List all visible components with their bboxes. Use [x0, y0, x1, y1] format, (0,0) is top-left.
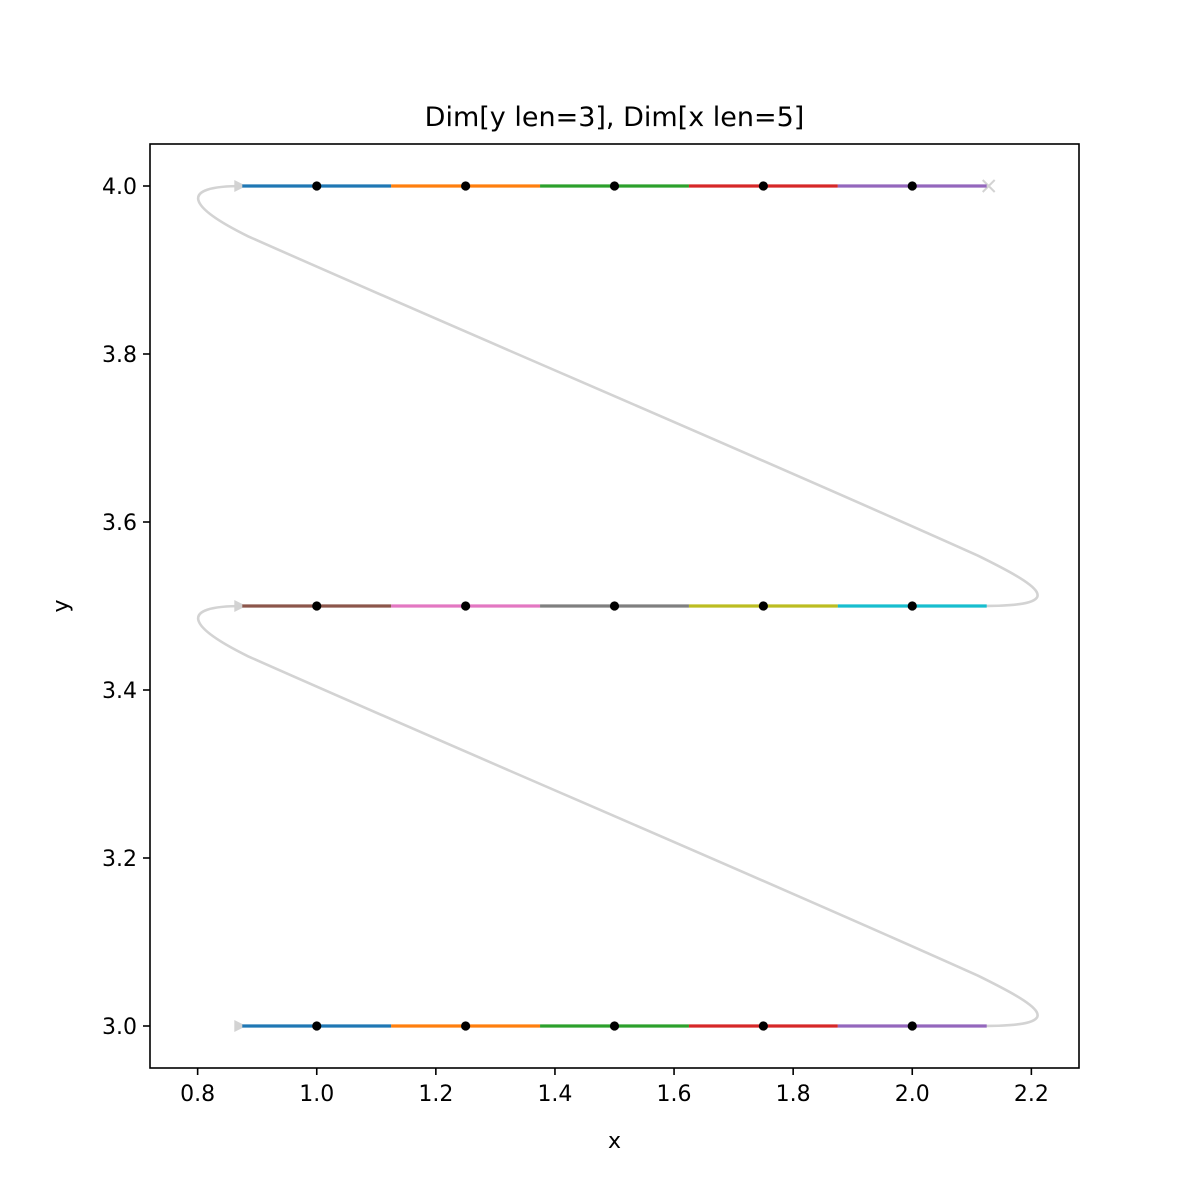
x-tick-label: 1.8	[776, 1082, 811, 1107]
y-axis-label: y	[49, 599, 74, 612]
y-tick-label: 3.0	[102, 1015, 137, 1040]
data-point	[461, 601, 471, 611]
row-start-marker	[234, 180, 247, 192]
data-point	[312, 181, 322, 191]
x-tick-label: 1.0	[299, 1082, 334, 1107]
data-point	[461, 181, 471, 191]
row-start-marker	[234, 1020, 247, 1032]
y-tick-label: 3.2	[102, 847, 137, 872]
data-point	[907, 181, 917, 191]
x-tick-label: 0.8	[180, 1082, 215, 1107]
x-tick-label: 1.4	[537, 1082, 572, 1107]
data-point	[758, 181, 768, 191]
y-tick-label: 3.6	[102, 511, 137, 536]
data-point	[907, 601, 917, 611]
x-axis-label: x	[608, 1129, 621, 1154]
data-point	[461, 1021, 471, 1031]
y-tick-label: 4.0	[102, 175, 137, 200]
x-tick-label: 2.2	[1014, 1082, 1049, 1107]
chart-title: Dim[y len=3], Dim[x len=5]	[425, 102, 805, 133]
data-point	[907, 1021, 917, 1031]
plot-area	[196, 179, 1039, 1032]
data-point	[609, 181, 620, 191]
y-tick-label: 3.4	[102, 679, 137, 704]
path-end-marker	[981, 179, 996, 193]
x-tick-label: 2.0	[895, 1082, 930, 1107]
data-point	[609, 1021, 620, 1031]
data-point	[312, 1021, 322, 1031]
axes-frame	[149, 143, 1080, 1069]
x-tick-label: 1.6	[657, 1082, 692, 1107]
y-tick-label: 3.8	[102, 343, 137, 368]
y-axis: 3.0 3.2 3.4 3.6 3.8 4.0	[102, 175, 150, 1040]
data-point	[758, 601, 768, 611]
data-point	[758, 1021, 768, 1031]
data-point	[312, 601, 322, 611]
x-axis: 0.8 1.0 1.2 1.4 1.6 1.8 2.0 2.2	[180, 1068, 1049, 1107]
x-tick-label: 1.2	[418, 1082, 453, 1107]
data-point	[609, 601, 620, 611]
row-start-marker	[234, 600, 247, 612]
